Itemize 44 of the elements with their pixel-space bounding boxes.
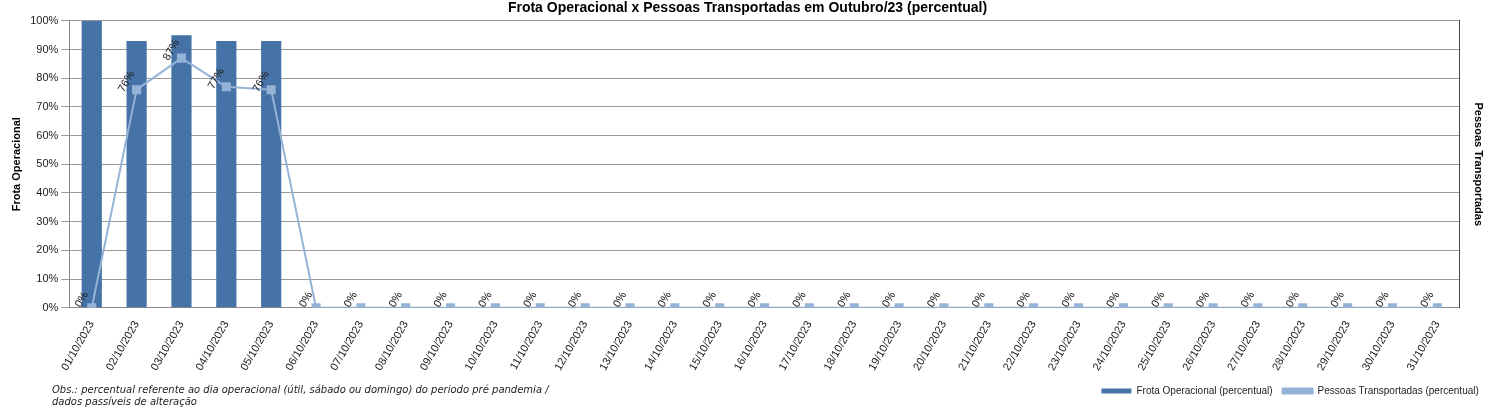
data-label: 0% (1193, 289, 1212, 310)
data-label: 0% (654, 289, 674, 310)
data-label: 0% (565, 289, 584, 310)
y-tick-label: 70% (36, 99, 59, 112)
data-label: 0% (430, 289, 450, 310)
data-label: 0% (1417, 289, 1436, 310)
data-label: 0% (879, 289, 898, 310)
chart-title: Frota Operacional x Pessoas Transportadas em Outubro/23 (percentual) (507, 0, 988, 16)
y-axis-title: Frota Operacional (9, 117, 22, 212)
data-label: 0% (789, 289, 808, 310)
data-label: 0% (1058, 289, 1077, 310)
data-label: 0% (1327, 289, 1347, 310)
y2-axis-title: Pessoas Transportadas (1473, 102, 1486, 227)
y-tick-label: 50% (36, 157, 59, 170)
data-label: 0% (1013, 289, 1033, 310)
data-label: 0% (1237, 289, 1257, 310)
data-label: 0% (1148, 289, 1167, 310)
data-label: 0% (340, 289, 360, 310)
data-label: 0% (610, 289, 629, 310)
y-tick-label: 80% (36, 71, 59, 84)
legend-label: Pessoas Transportadas (percentual) (1317, 384, 1479, 396)
y-tick-label: 30% (36, 214, 59, 227)
y-tick-label: 40% (36, 185, 59, 198)
y-tick-label: 60% (36, 128, 59, 141)
data-label: 0% (834, 289, 853, 310)
legend-label: Frota Operacional (percentual) (1136, 384, 1273, 396)
y-tick-label: 100% (30, 13, 59, 26)
y-tick-label: 0% (42, 300, 59, 313)
data-label: 0% (699, 289, 719, 310)
data-label: 0% (71, 289, 91, 310)
data-label: 0% (923, 289, 943, 310)
y-tick-label: 10% (36, 272, 59, 285)
y-tick-label: 90% (36, 42, 59, 55)
data-label: 0% (744, 289, 764, 310)
data-label: 0% (520, 289, 539, 310)
data-label: 0% (968, 289, 988, 310)
data-label: 0% (296, 289, 315, 310)
data-label: 0% (385, 289, 405, 310)
data-label: 0% (1282, 289, 1302, 310)
y-tick-label: 20% (36, 243, 59, 256)
data-label: 0% (1103, 289, 1122, 310)
data-label: 0% (475, 289, 494, 310)
data-label: 0% (1372, 289, 1391, 310)
text: Obs.: percentual referente ao dia operacional (útil, sábado ou domingo) do periodo pré pandemia / dados passíveis de alteração (52, 384, 551, 408)
